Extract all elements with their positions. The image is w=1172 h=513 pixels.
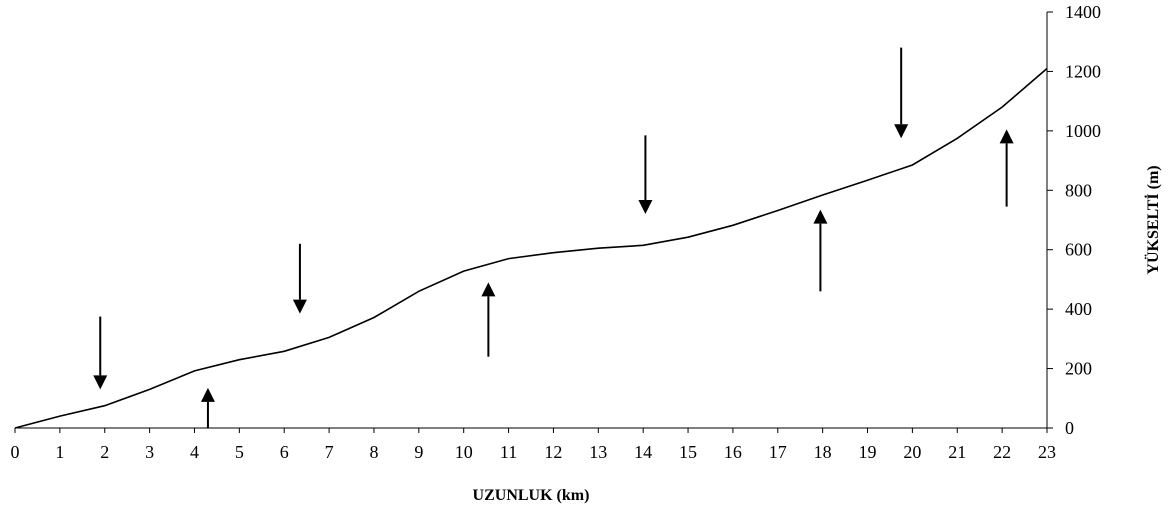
x-tick-label: 5 — [235, 442, 244, 462]
x-tick-label: 6 — [280, 442, 289, 462]
x-tick-label: 17 — [769, 442, 787, 462]
y-tick-label: 400 — [1065, 299, 1092, 319]
y-tick-label: 1200 — [1065, 61, 1101, 81]
down-arrow-head — [638, 200, 653, 215]
x-axis-title: UZUNLUK (km) — [473, 487, 590, 504]
y-axis-title: YÜKSELTİ (m) — [1143, 165, 1162, 274]
down-arrow-head — [93, 375, 108, 390]
x-tick-label: 1 — [55, 442, 64, 462]
x-tick-label: 19 — [859, 442, 877, 462]
up-arrow-head — [481, 282, 496, 297]
x-tick-label: 13 — [589, 442, 607, 462]
x-tick-label: 9 — [414, 442, 423, 462]
x-tick-label: 3 — [145, 442, 154, 462]
x-tick-label: 14 — [634, 442, 652, 462]
down-arrow-head — [894, 124, 909, 139]
y-tick-label: 800 — [1065, 180, 1092, 200]
x-tick-label: 2 — [100, 442, 109, 462]
x-tick-label: 15 — [679, 442, 697, 462]
y-tick-label: 600 — [1065, 240, 1092, 260]
x-tick-label: 11 — [500, 442, 517, 462]
up-arrow-head — [813, 209, 828, 224]
x-tick-label: 22 — [993, 442, 1011, 462]
x-tick-label: 20 — [903, 442, 921, 462]
x-tick-label: 12 — [544, 442, 562, 462]
x-tick-label: 18 — [814, 442, 832, 462]
y-tick-label: 1400 — [1065, 2, 1101, 22]
x-tick-label: 7 — [325, 442, 334, 462]
x-tick-label: 16 — [724, 442, 742, 462]
y-tick-label: 1000 — [1065, 121, 1101, 141]
x-tick-label: 23 — [1038, 442, 1056, 462]
plot-layer: 0 1 2 3 4 5 6 7 8 9 10 11 12 13 14 15 16 17 18 19 20 21 22 2302… — [11, 2, 1102, 462]
up-arrow-head — [200, 387, 215, 402]
y-tick-label: 0 — [1065, 418, 1074, 438]
x-tick-label: 10 — [455, 442, 473, 462]
x-tick-label: 8 — [369, 442, 378, 462]
elevation-line — [14, 67, 1048, 429]
x-tick-label: 21 — [948, 442, 966, 462]
up-arrow-head — [999, 129, 1014, 144]
x-tick-label: 4 — [190, 442, 199, 462]
down-arrow-head — [292, 299, 307, 314]
x-tick-label: 0 — [11, 442, 20, 462]
y-tick-label: 200 — [1065, 359, 1092, 379]
